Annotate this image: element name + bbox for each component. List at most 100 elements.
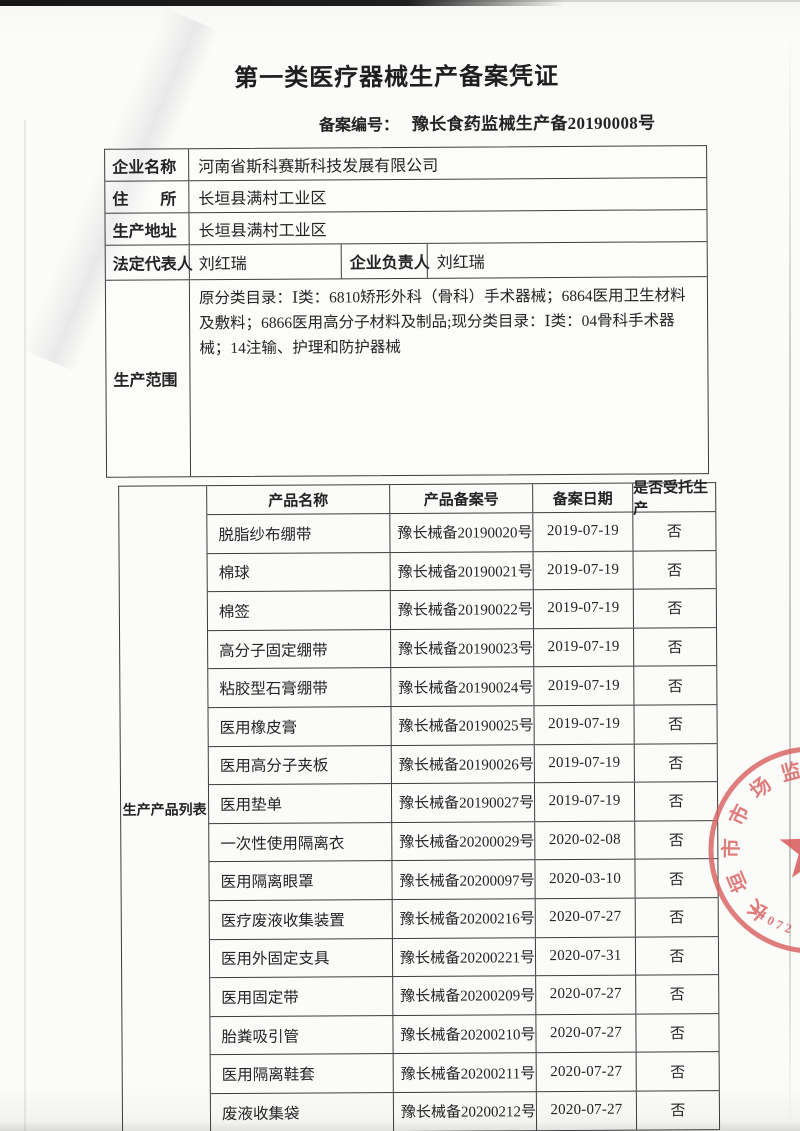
record-date-cell: 2020-07-27 — [535, 898, 636, 937]
record-date-cell: 2020-07-27 — [536, 1091, 638, 1130]
production-scope-label: 生产范围 — [105, 280, 192, 477]
product-record-number-cell: 豫长械备20190026号 — [391, 744, 535, 784]
product-name-cell: 脱脂纱布绷带 — [207, 514, 391, 553]
table-row: 医用隔离鞋套 豫长械备20200211号 2020-07-27 否 — [210, 1052, 719, 1095]
table-row: 粘胶型石膏绷带 豫长械备20190024号 2019-07-19 否 — [208, 666, 717, 709]
record-date-cell: 2019-07-19 — [534, 744, 635, 783]
legal-representative-value: 刘红瑞 — [189, 244, 342, 280]
table-row: 胎粪吸引管 豫长械备20200210号 2020-07-27 否 — [210, 1013, 719, 1056]
table-row: 生产范围 原分类目录：Ⅰ类：6810矫形外科（骨科）手术器械；6864医用卫生材… — [105, 277, 708, 477]
table-row: 棉签 豫长械备20190022号 2019-07-19 否 — [207, 589, 717, 631]
record-number-line: 备案编号： 豫长食药监械生产备20190008号 — [319, 108, 656, 135]
record-date-cell: 2019-07-19 — [533, 551, 634, 590]
residence-value: 长垣县满村工业区 — [198, 189, 327, 208]
product-list-section-label: 生产产品列表 — [119, 486, 212, 1131]
page-title: 第一类医疗器械生产备案凭证 — [234, 64, 560, 93]
header-record-date: 备案日期 — [533, 483, 634, 513]
scan-dark-edge — [0, 0, 565, 6]
record-date-cell: 2019-07-19 — [534, 705, 635, 744]
product-name-cell: 棉球 — [207, 552, 391, 592]
record-date-cell: 2020-03-10 — [535, 859, 636, 899]
product-name-cell: 棉签 — [207, 591, 392, 630]
product-record-number-cell: 豫长械备20200097号 — [392, 860, 536, 899]
table-row: 医用固定带 豫长械备20200209号 2020-07-27 否 — [210, 975, 719, 1017]
product-record-number-cell: 豫长械备20190024号 — [391, 667, 535, 707]
seal-char: 市 — [719, 838, 743, 858]
entrusted-production-cell: 否 — [669, 1026, 686, 1043]
product-record-number-cell: 豫长械备20200221号 — [392, 937, 537, 977]
product-name-cell: 胎粪吸引管 — [210, 1015, 394, 1055]
product-table-header: 产品名称 产品备案号 备案日期 是否受托生产 — [207, 480, 716, 518]
table-row: 医用外固定支具 豫长械备20200221号 2020-07-31 否 — [209, 936, 719, 979]
header-record-number: 产品备案号 — [390, 484, 534, 514]
record-date-cell: 2020-02-08 — [535, 821, 636, 860]
product-name-cell: 医用隔离眼罩 — [209, 861, 393, 901]
record-date-cell: 2020-07-27 — [536, 975, 637, 1014]
official-red-seal: 长 垣 市 市 场 监 41072 — [708, 747, 800, 953]
header-product-name: 产品名称 — [207, 485, 391, 515]
table-row: 医疗废液收集装置 豫长械备20200216号 2020-07-27 否 — [209, 898, 718, 940]
product-record-number-cell: 豫长械备20200212号 — [393, 1092, 538, 1131]
record-date-cell: 2020-07-27 — [536, 1014, 637, 1053]
product-record-number-cell: 豫长械备20190022号 — [390, 590, 535, 629]
record-date-cell: 2020-07-31 — [535, 937, 637, 976]
table-row: 住 所 长垣县满村工业区 — [105, 178, 707, 214]
product-name-cell: 粘胶型石膏绷带 — [208, 668, 392, 708]
table-row: 棉球 豫长械备20190021号 2019-07-19 否 — [207, 550, 716, 593]
product-name-cell: 医用垫单 — [208, 784, 393, 823]
table-row: 废液收集袋 豫长械备20200212号 2020-07-27 否 — [210, 1090, 720, 1131]
product-rows: 脱脂纱布绷带 豫长械备20190020号 2019-07-19 否 棉球 豫长械… — [207, 512, 720, 1131]
entrusted-production-cell: 否 — [668, 717, 684, 734]
product-name-cell: 医用外固定支具 — [209, 938, 394, 978]
table-row: 医用垫单 豫长械备20190027号 2019-07-19 否 — [208, 782, 718, 824]
table-row: 一次性使用隔离衣 豫长械备20200029号 2020-02-08 否 — [209, 820, 718, 863]
table-row: 脱脂纱布绷带 豫长械备20190020号 2019-07-19 否 — [207, 512, 716, 554]
product-name-cell: 一次性使用隔离衣 — [209, 822, 393, 862]
table-row: 高分子固定绷带 豫长械备20190023号 2019-07-19 否 — [208, 627, 717, 670]
production-scope-value: 原分类目录：Ⅰ类：6810矫形外科（骨科）手术器械；6864医用卫生材料及敷料；… — [198, 287, 686, 358]
header-entrusted: 是否受托生产 — [633, 480, 709, 518]
entrusted-production-cell: 否 — [667, 640, 683, 657]
enterprise-info-table: 企业名称 河南省斯科赛斯科技发展有限公司 住 所 长垣县满村工业区 生产地址 长… — [104, 145, 710, 478]
product-record-number-cell: 豫长械备20190025号 — [391, 706, 535, 745]
seal-char: 场 — [746, 773, 776, 803]
star-icon — [779, 838, 800, 878]
record-date-cell: 2019-07-19 — [533, 589, 635, 628]
enterprise-head-value: 刘红瑞 — [436, 254, 485, 272]
product-record-number-cell: 豫长械备20200209号 — [393, 976, 537, 1015]
product-name-cell: 医用隔离鞋套 — [210, 1054, 394, 1094]
product-record-number-cell: 豫长械备20200211号 — [393, 1053, 537, 1092]
legal-representative-label: 法定代表人 — [105, 245, 193, 280]
company-name-label: 企业名称 — [105, 149, 190, 181]
entrusted-production-cell: 否 — [666, 524, 682, 541]
production-address-value: 长垣县满村工业区 — [198, 221, 327, 240]
residence-label: 住 所 — [105, 181, 190, 213]
product-record-number-cell: 豫长械备20190027号 — [391, 783, 536, 822]
table-row: 医用高分子夹板 豫长械备20190026号 2019-07-19 否 — [208, 743, 717, 786]
record-number-label: 备案编号： — [318, 117, 400, 135]
entrusted-production-cell: 否 — [667, 678, 683, 696]
record-number-value: 豫长食药监械生产备20190008号 — [411, 113, 656, 134]
production-address-label: 生产地址 — [105, 213, 190, 245]
entrusted-production-cell: 否 — [667, 601, 683, 618]
product-record-number-cell: 豫长械备20200216号 — [392, 899, 536, 938]
product-name-cell: 医用固定带 — [210, 977, 394, 1016]
seal-ring — [708, 747, 800, 953]
product-name-cell: 废液收集袋 — [210, 1092, 395, 1131]
entrusted-production-cell: 否 — [670, 1103, 686, 1120]
record-date-cell: 2020-07-27 — [536, 1052, 637, 1092]
record-date-cell: 2019-07-19 — [533, 512, 634, 551]
product-record-number-cell: 豫长械备20200029号 — [392, 821, 536, 861]
scan-bottom-shadow — [0, 1121, 800, 1131]
seal-char: 垣 — [724, 868, 753, 895]
product-list-table: 生产产品列表 产品名称 产品备案号 备案日期 是否受托生产 脱脂纱布绷带 豫长械… — [118, 480, 721, 1131]
table-row: 医用橡皮膏 豫长械备20190025号 2019-07-19 否 — [208, 705, 717, 747]
seal-char: 监 — [779, 759, 800, 786]
product-list-main: 产品名称 产品备案号 备案日期 是否受托生产 脱脂纱布绷带 豫长械备201900… — [207, 480, 720, 1131]
record-date-cell: 2019-07-19 — [534, 666, 635, 706]
table-row: 医用隔离眼罩 豫长械备20200097号 2020-03-10 否 — [209, 859, 718, 902]
table-row: 企业名称 河南省斯科赛斯科技发展有限公司 — [105, 146, 707, 182]
record-date-cell: 2019-07-19 — [534, 782, 636, 821]
